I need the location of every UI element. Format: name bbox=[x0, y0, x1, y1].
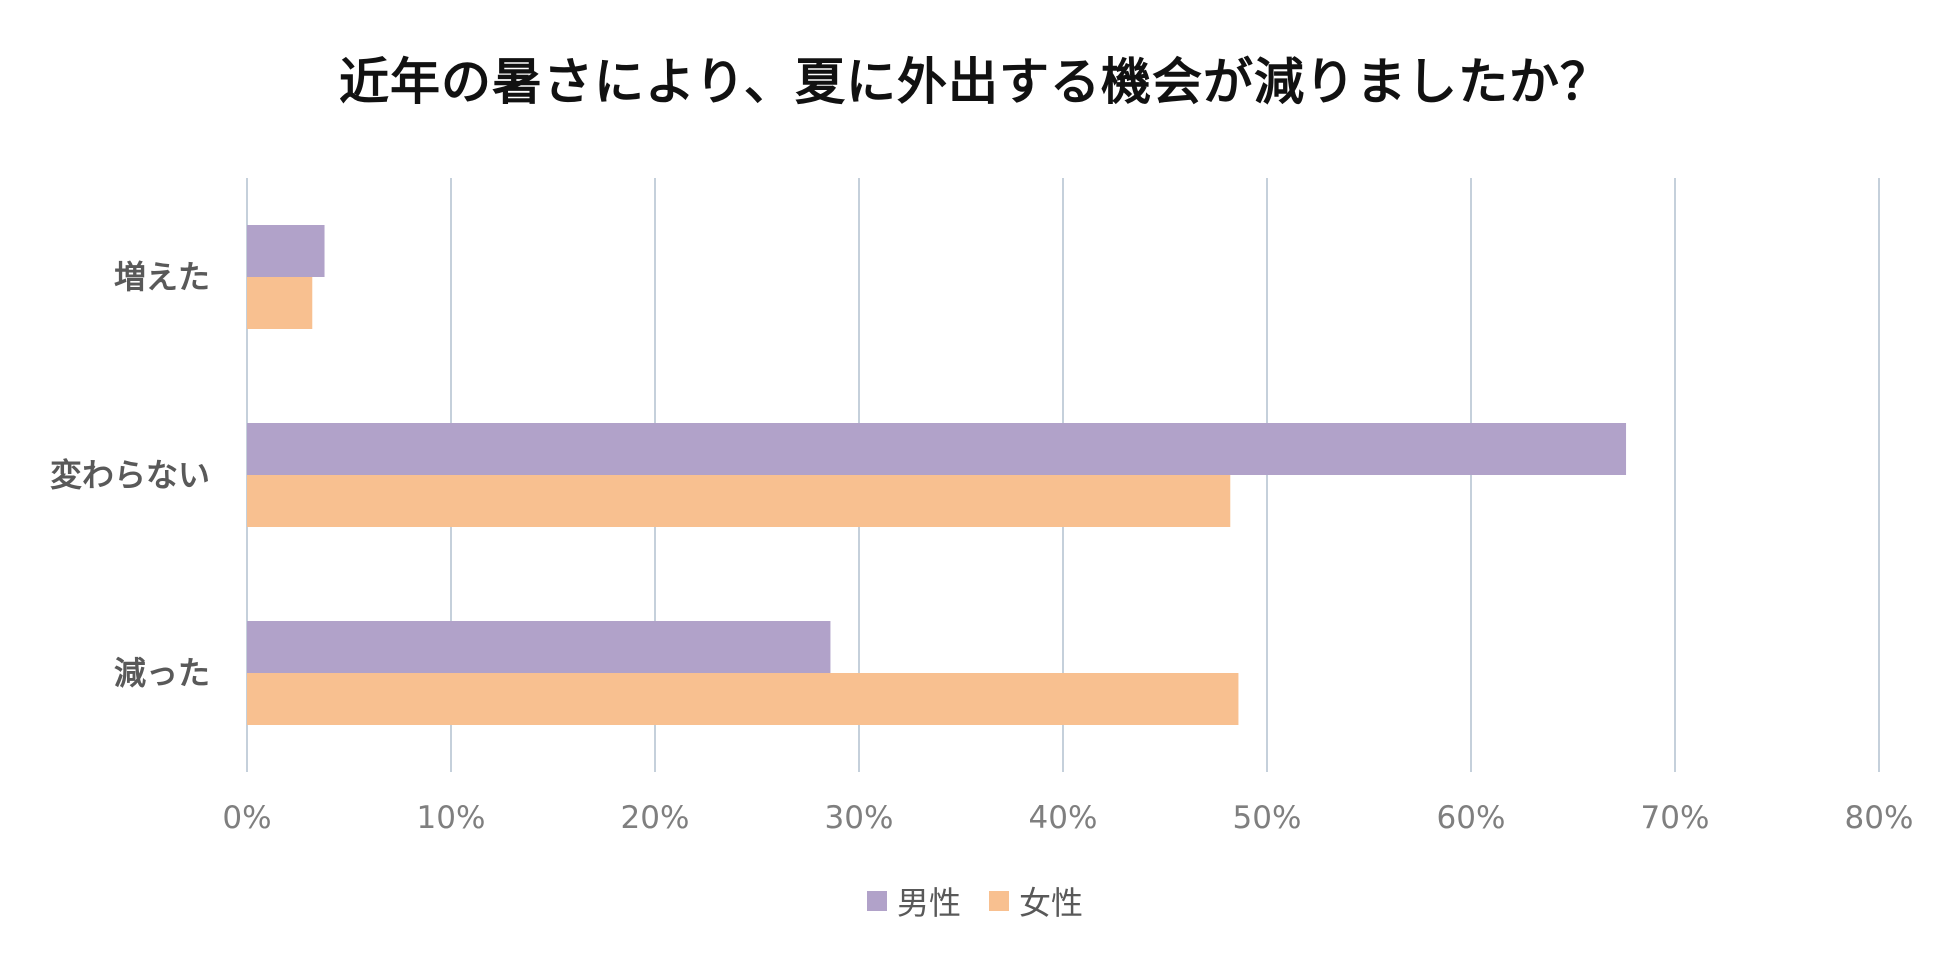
x-tick-label: 20% bbox=[621, 800, 690, 836]
x-tick-label: 50% bbox=[1233, 800, 1302, 836]
legend-item-series-1: 男性 bbox=[866, 878, 961, 924]
bar-series-1 bbox=[247, 621, 831, 673]
bar-series-2 bbox=[247, 673, 1239, 725]
chart-title: 近年の暑さにより、夏に外出する機会が減りましたか？ bbox=[339, 53, 1611, 111]
x-tick-label: 30% bbox=[825, 800, 894, 836]
bar-series-1 bbox=[247, 225, 325, 277]
bar-series-2 bbox=[247, 277, 313, 329]
legend-item-series-2: 女性 bbox=[989, 878, 1083, 924]
category-label: 増えた bbox=[114, 258, 210, 296]
x-tick-label: 0% bbox=[222, 800, 271, 836]
bar-series-2 bbox=[247, 475, 1231, 527]
bars bbox=[247, 225, 1627, 725]
legend: 男性 女性 bbox=[0, 878, 1950, 924]
legend-swatch-series-2 bbox=[989, 891, 1009, 911]
x-tick-label: 80% bbox=[1845, 800, 1914, 836]
legend-label-series-2: 女性 bbox=[1019, 884, 1084, 922]
bar-series-1 bbox=[247, 423, 1627, 475]
category-label: 減った bbox=[114, 654, 210, 692]
legend-label-series-1: 男性 bbox=[896, 884, 961, 922]
x-axis-tick-labels: 0% 10% 20% 30% 40% 50% 60% 70% 80% bbox=[222, 800, 1913, 836]
x-tick-label: 40% bbox=[1029, 800, 1098, 836]
legend-swatch-series-1 bbox=[866, 891, 887, 911]
x-tick-label: 70% bbox=[1641, 800, 1710, 836]
x-tick-label: 60% bbox=[1437, 800, 1506, 836]
category-label: 変わらない bbox=[50, 456, 210, 494]
x-tick-label: 10% bbox=[417, 800, 486, 836]
